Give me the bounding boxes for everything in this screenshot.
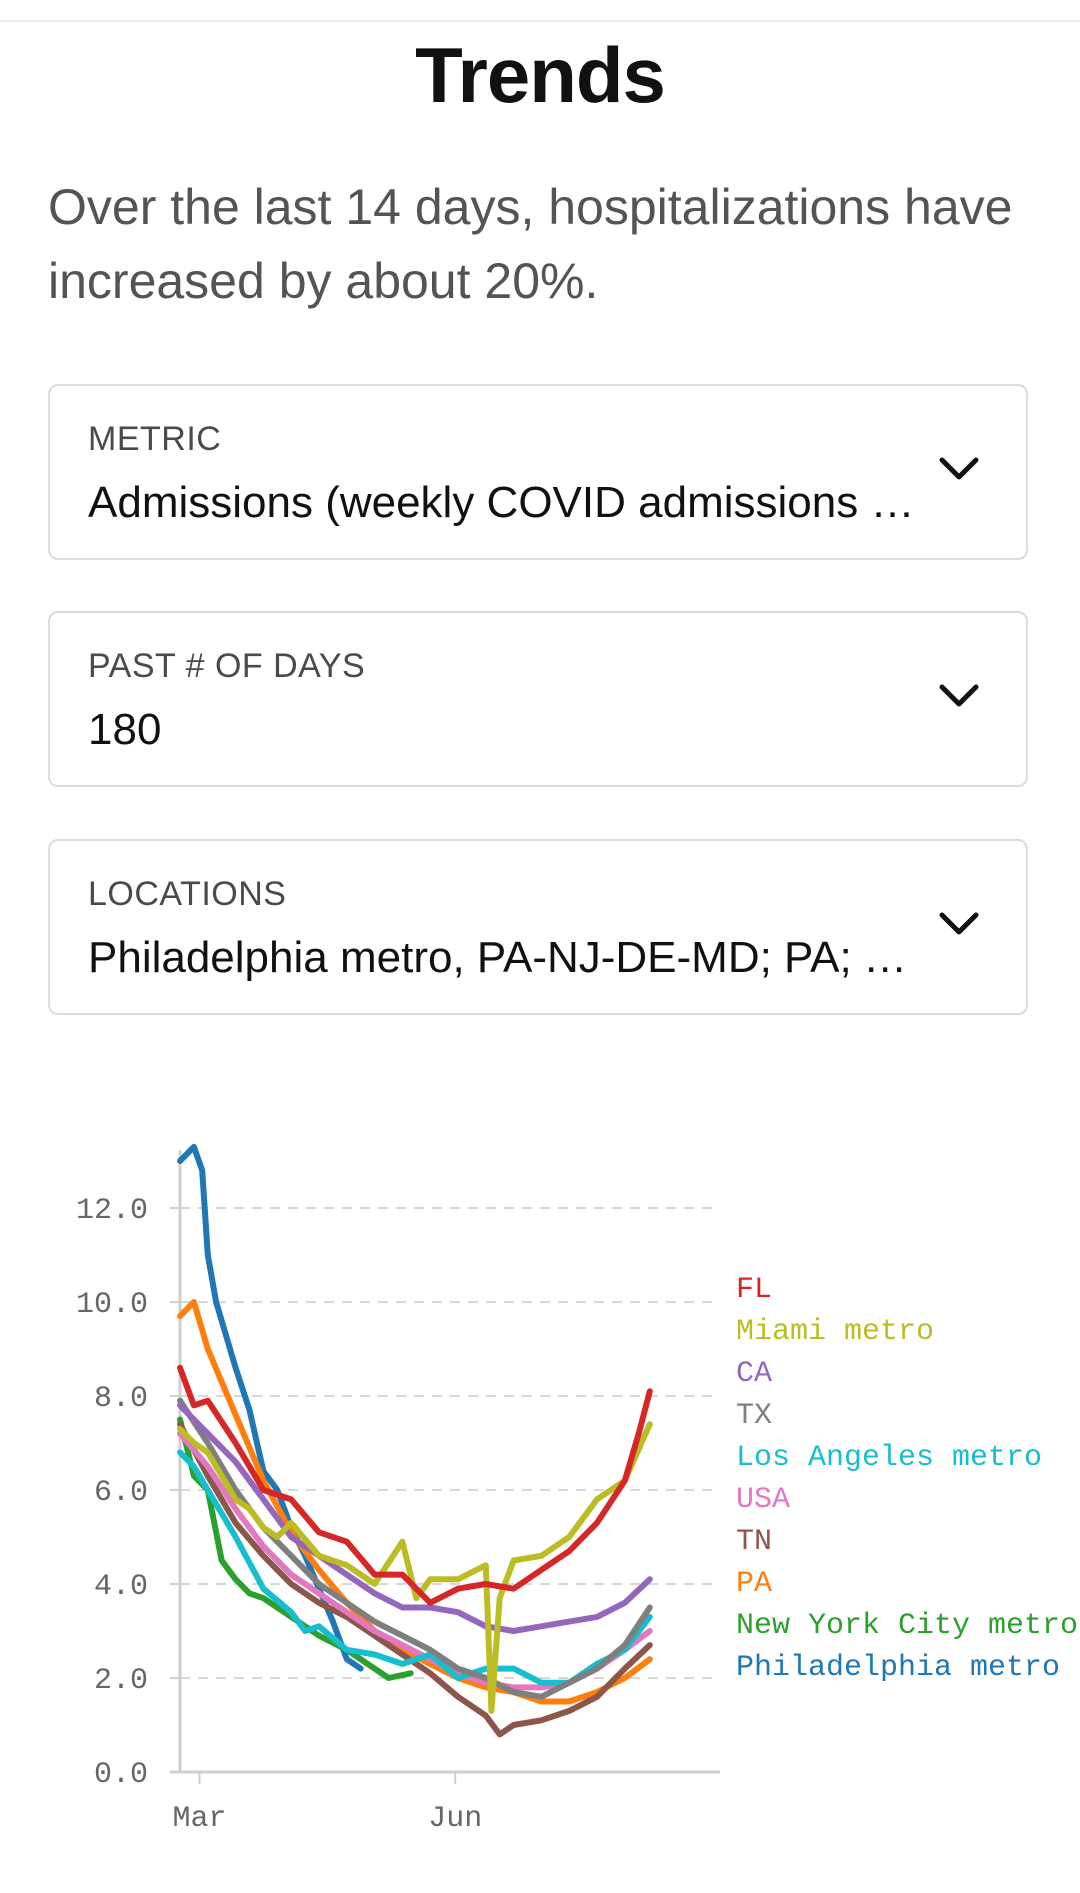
- series-line-miami-metro: [177, 1421, 653, 1714]
- chevron-down-icon[interactable]: [934, 452, 984, 486]
- days-label: PAST # OF DAYS: [88, 647, 366, 685]
- days-select[interactable]: PAST # OF DAYS 180: [48, 611, 1028, 787]
- page-title: Trends: [415, 31, 666, 119]
- legend-item-philadelphia-metro: Philadelphia metro: [736, 1651, 1060, 1685]
- legend-item-ca: CA: [736, 1357, 772, 1391]
- x-tick-label: Mar: [172, 1802, 226, 1836]
- locations-value: Philadelphia metro, PA-NJ-DE-MD; PA; TN;…: [88, 933, 928, 982]
- chevron-down-icon[interactable]: [934, 907, 984, 941]
- y-tick-label: 8.0: [94, 1382, 148, 1416]
- top-divider: [0, 20, 1080, 22]
- trend-chart-svg: 0.0 2.0 4.0 6.0 8.0 10.0 12.0 Mar Jun FL Miami met…: [76, 1143, 1078, 1836]
- legend-item-tn: TN: [736, 1525, 772, 1559]
- y-tick-label: 2.0: [94, 1664, 148, 1698]
- legend-item-pa: PA: [736, 1567, 772, 1601]
- trend-summary: Over the last 14 days, hospitalizations …: [48, 179, 1013, 309]
- series-line-tn: [177, 1421, 653, 1738]
- legend-item-new-york-city-metro: New York City metro: [736, 1609, 1078, 1643]
- y-tick-label: 4.0: [94, 1570, 148, 1604]
- legend-item-tx: TX: [736, 1399, 772, 1433]
- days-value: 180: [88, 705, 162, 754]
- legend-item-fl: FL: [736, 1273, 772, 1307]
- legend-item-los-angeles-metro: Los Angeles metro: [736, 1441, 1042, 1475]
- y-tick-label: 0.0: [94, 1758, 148, 1792]
- y-tick-label: 6.0: [94, 1476, 148, 1510]
- metric-label: METRIC: [88, 420, 222, 458]
- locations-select[interactable]: LOCATIONS Philadelphia metro, PA-NJ-DE-M…: [48, 839, 1028, 1015]
- legend-item-miami-metro: Miami metro: [736, 1315, 934, 1349]
- series-line-pa: [177, 1299, 653, 1705]
- series-line-ca: [177, 1402, 653, 1634]
- trend-chart: 0.0 2.0 4.0 6.0 8.0 10.0 12.0 Mar Jun FL Miami met…: [0, 1110, 1080, 1893]
- y-tick-label: 12.0: [76, 1194, 148, 1228]
- metric-value: Admissions (weekly COVID admissions per …: [88, 478, 928, 527]
- y-tick-label: 10.0: [76, 1288, 148, 1322]
- series-line-fl: [177, 1364, 653, 1606]
- locations-label: LOCATIONS: [88, 875, 287, 913]
- legend-item-usa: USA: [736, 1483, 790, 1517]
- x-tick-label: Jun: [428, 1802, 482, 1836]
- chevron-down-icon[interactable]: [934, 679, 984, 713]
- metric-select[interactable]: METRIC Admissions (weekly COVID admissio…: [48, 384, 1028, 560]
